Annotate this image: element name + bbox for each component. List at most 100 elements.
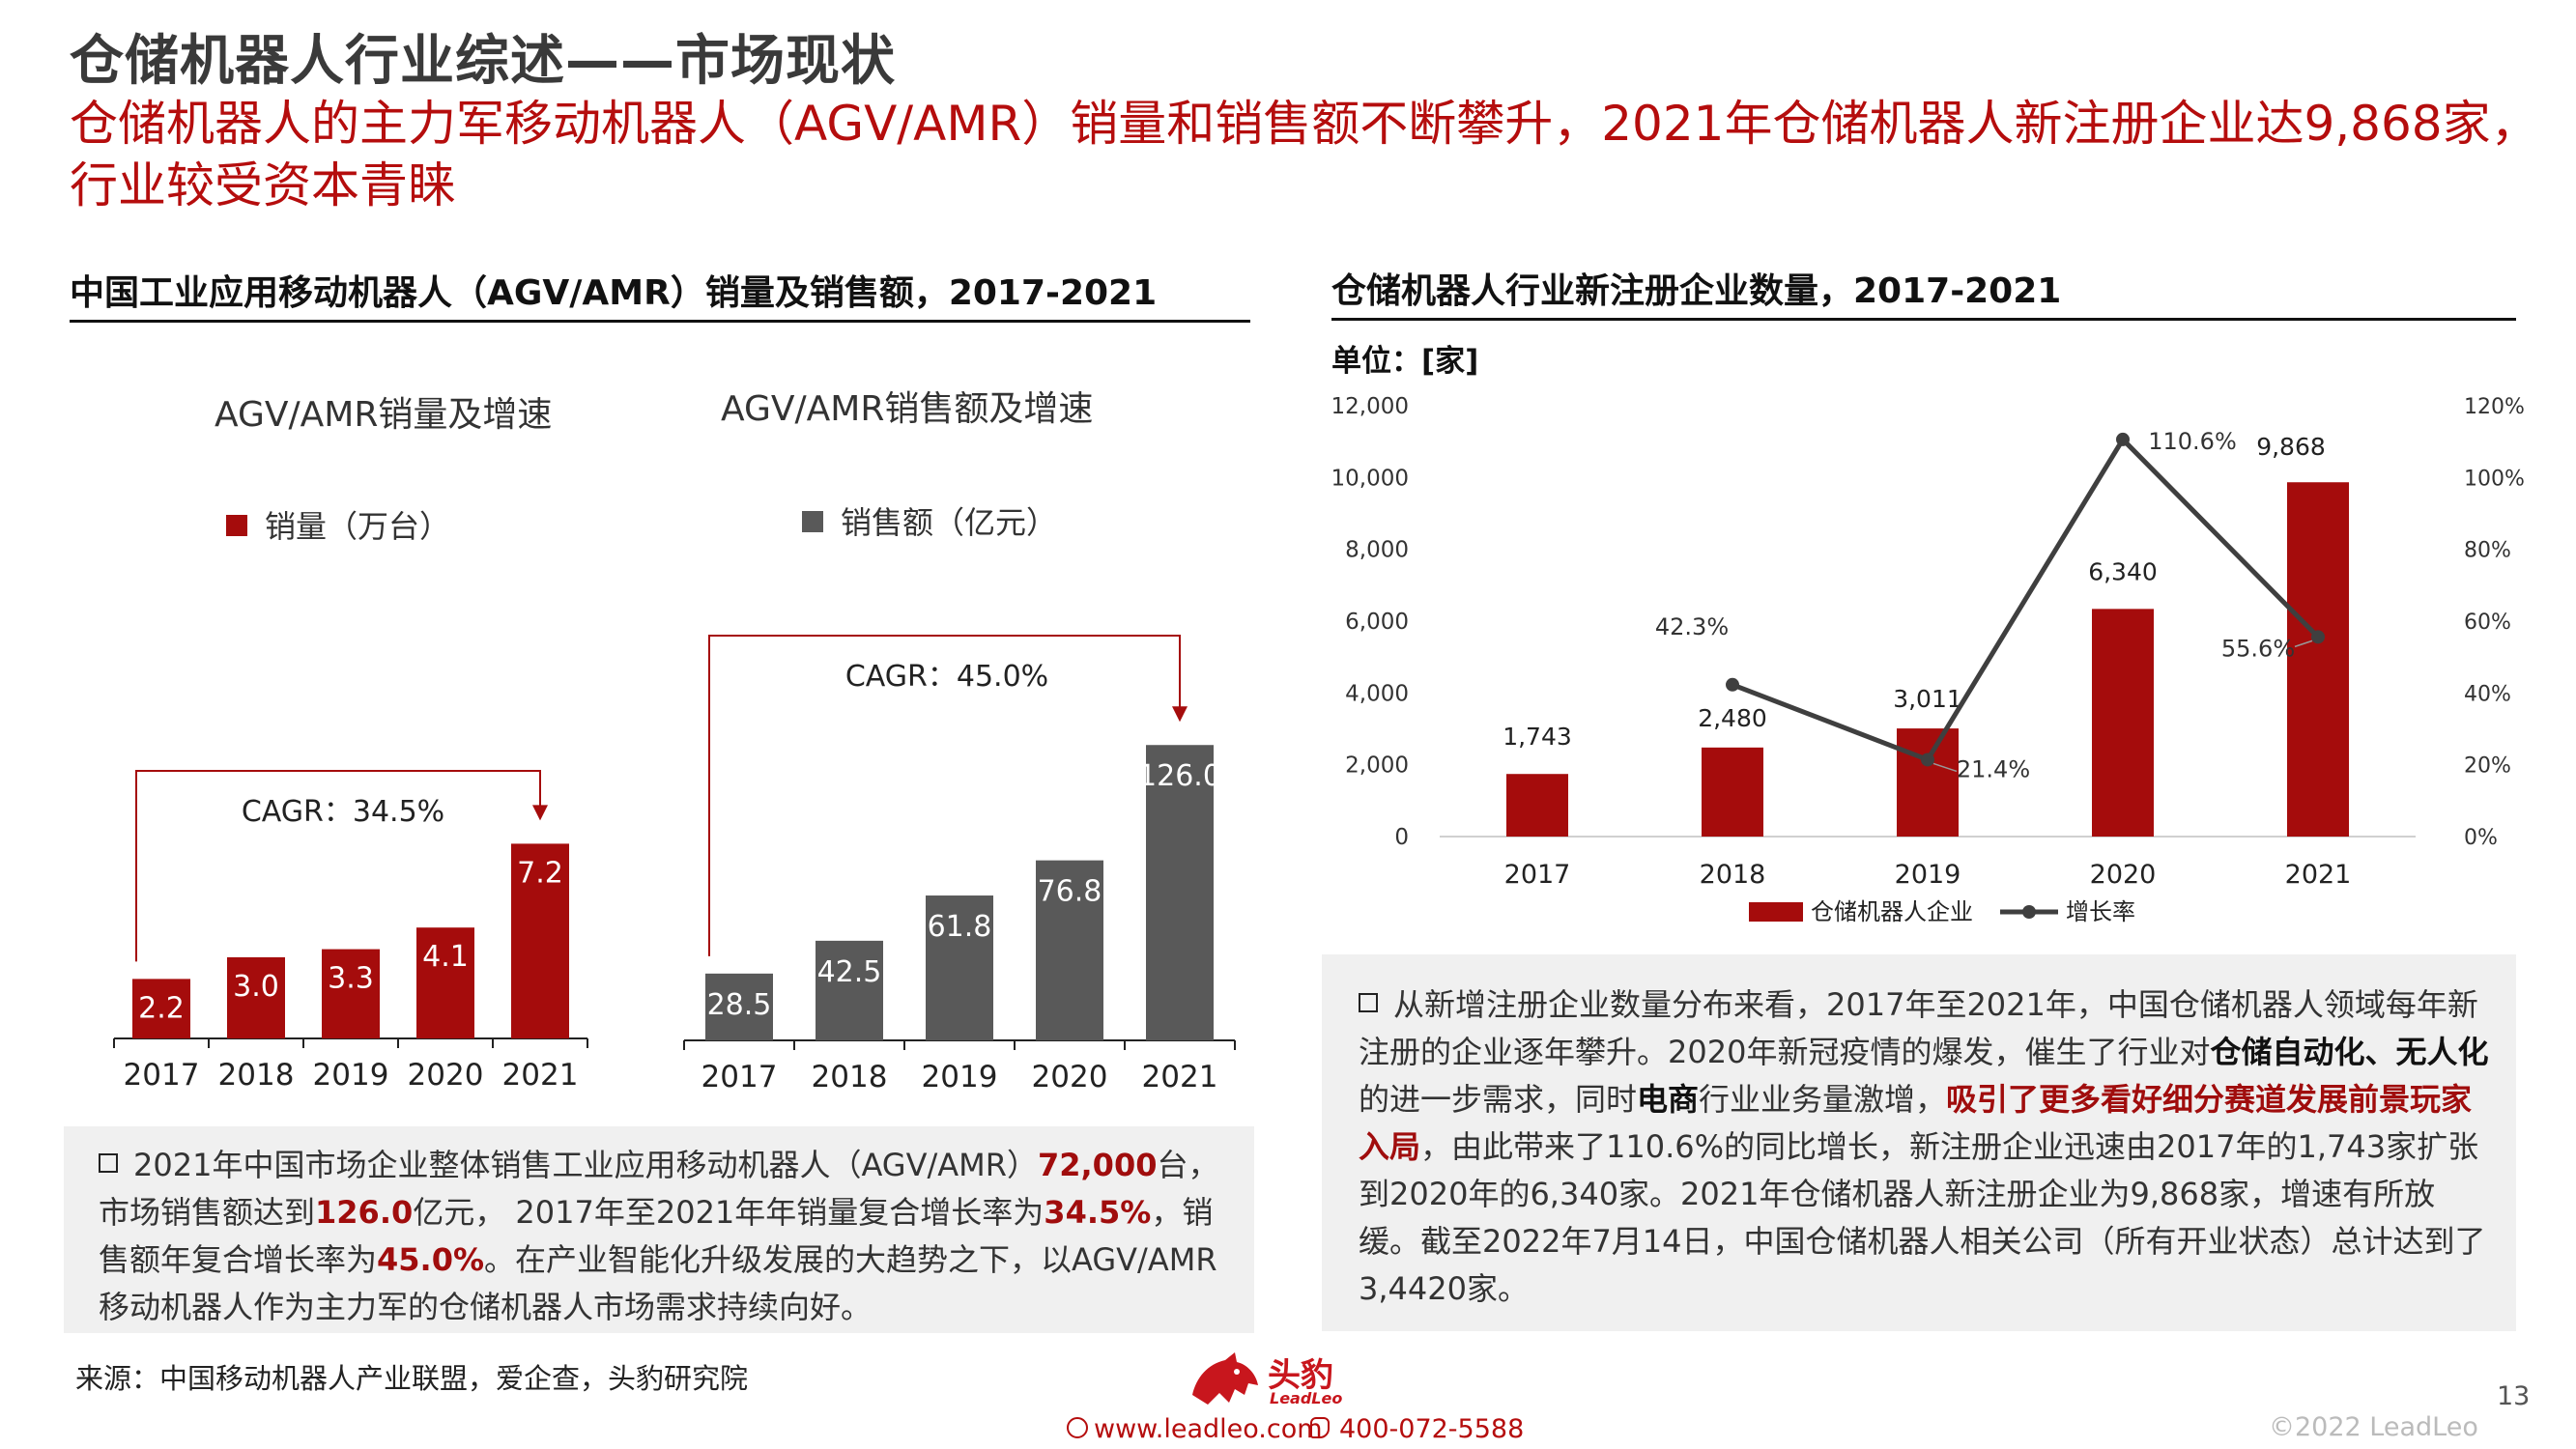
legend-bar-label: 仓储机器人企业 — [1811, 898, 1973, 925]
growth-line — [1732, 435, 2320, 763]
logo-cn-text: 头豹 — [1268, 1356, 1333, 1395]
footer-website-text: www.leadleo.com — [1094, 1414, 1323, 1444]
cagr-arrowhead — [1172, 706, 1188, 723]
chart1-title: AGV/AMR销量及增速 — [215, 395, 553, 435]
chart1-legend-swatch — [226, 515, 247, 536]
right-summary-segment: 从新增注册企业数量分布来看，2017年至2021年，中国仓储机器人领域每年新注册… — [1359, 986, 2478, 1070]
left-summary-segment: 126.0 — [315, 1194, 414, 1231]
legend-bar-swatch — [1749, 902, 1803, 922]
bar — [1036, 860, 1103, 1040]
x-tick-label: 2018 — [1700, 860, 1766, 890]
bar — [2287, 482, 2349, 837]
source-note: 来源：中国移动机器人产业联盟，爱企查，头豹研究院 — [75, 1362, 749, 1395]
right-section-heading: 仓储机器人行业新注册企业数量，2017-2021 — [1331, 271, 2062, 311]
bar — [816, 940, 883, 1040]
chart2-title: AGV/AMR销售额及增速 — [721, 389, 1094, 429]
right-axis-tick-label: 20% — [2464, 754, 2511, 779]
left-axis-tick-label: 6,000 — [1345, 610, 1409, 635]
x-tick-label: 2017 — [124, 1058, 200, 1093]
leader-line — [2294, 639, 2313, 648]
x-tick-label: 2020 — [2090, 860, 2157, 890]
bar — [416, 927, 474, 1038]
left-axis-tick-label: 12,000 — [1333, 394, 1409, 419]
right-unit-label: 单位：[家] — [1331, 344, 1479, 379]
leader-line — [1932, 762, 1958, 773]
right-summary-segment: 吸引了更多看好细分赛道发展前景玩家入局 — [1359, 1081, 2473, 1165]
bar-data-label: 42.5 — [817, 955, 882, 989]
legend-line-label: 增长率 — [2066, 898, 2135, 925]
left-axis-tick-label: 8,000 — [1345, 538, 1409, 563]
right-section-rule — [1331, 318, 2516, 321]
cagr-label: CAGR：45.0% — [845, 660, 1048, 694]
right-summary-segment: ，由此带来了110.6%的同比增长，新注册企业迅速由2017年的1,743家扩张… — [1359, 1128, 2486, 1307]
bar-data-label: 9,868 — [2256, 433, 2326, 461]
bar — [1702, 747, 1763, 837]
right-axis-tick-label: 80% — [2464, 539, 2511, 563]
x-tick-label: 2018 — [218, 1058, 295, 1093]
x-tick-label: 2021 — [502, 1058, 579, 1093]
right-summary-segment: 的进一步需求，同时 — [1359, 1081, 1638, 1118]
bar — [705, 973, 773, 1040]
chart2-legend-label: 销售额（亿元） — [841, 504, 1058, 541]
page-subtitle: 仓储机器人的主力军移动机器人（AGV/AMR）销量和销售额不断攀升，2021年仓… — [70, 96, 2539, 213]
bar-data-label: 7.2 — [517, 856, 563, 890]
x-tick-label: 2020 — [408, 1058, 484, 1093]
cagr-bracket — [708, 635, 1181, 956]
left-axis-tick-label: 10,000 — [1333, 466, 1409, 491]
x-tick-label: 2019 — [313, 1058, 389, 1093]
bar-data-label: 2.2 — [138, 991, 185, 1025]
bar-data-label: 6,340 — [2088, 557, 2158, 585]
growth-point — [1726, 677, 1739, 692]
growth-data-label: 21.4% — [1957, 755, 2030, 782]
chart3-new-registered-companies: 0 2,000 4,000 6,000 8,000 10,000 12,000 0% 20% 40… — [1333, 394, 2525, 925]
bar — [511, 843, 569, 1038]
right-summary-box: 从新增注册企业数量分布来看，2017年至2021年，中国仓储机器人领域每年新注册… — [1322, 954, 2516, 1331]
left-summary-segment: ，销售额年复合增长率为 — [99, 1194, 1214, 1278]
bar-data-label: 1,743 — [1503, 723, 1572, 751]
left-summary-box: 2021年中国市场企业整体销售工业应用移动机器人（AGV/AMR）72,000台… — [64, 1126, 1254, 1333]
x-tick-label: 2019 — [922, 1060, 998, 1094]
bar-data-label: 3,011 — [1893, 685, 1962, 713]
bar-data-label: 3.3 — [328, 962, 374, 996]
footer-website[interactable]: www.leadleo.com — [1067, 1414, 1323, 1444]
x-tick-label: 2017 — [701, 1060, 778, 1094]
bar-data-label: 61.8 — [928, 910, 992, 944]
checkbox-bullet-icon — [1359, 993, 1378, 1012]
right-summary-text: 从新增注册企业数量分布来看，2017年至2021年，中国仓储机器人领域每年新注册… — [1359, 981, 2489, 1313]
left-summary-segment: 2021年中国市场企业整体销售工业应用移动机器人（AGV/AMR） — [133, 1147, 1038, 1183]
chart2-sales-revenue: 28.5 2017 42.5 2018 61.8 2019 76.8 2020 126.0 202… — [683, 635, 1236, 1094]
chart1-legend: 销量（万台） — [226, 502, 450, 547]
cagr-bracket — [135, 770, 541, 962]
legend-line-marker — [2022, 905, 2036, 919]
growth-data-label: 55.6% — [2221, 635, 2295, 662]
left-section-rule — [70, 320, 1250, 323]
left-axis-tick-label: 4,000 — [1345, 681, 1409, 706]
copyright: ©2022 LeadLeo — [2269, 1412, 2478, 1442]
cagr-arrowhead — [532, 805, 548, 821]
growth-data-label: 110.6% — [2148, 428, 2237, 455]
bar-data-label: 28.5 — [707, 988, 772, 1022]
x-tick-label: 2017 — [1504, 860, 1571, 890]
bar-data-label: 126.0 — [1138, 759, 1221, 793]
chart1-sales-volume: 2.2 2017 3.0 2018 3.3 2019 4.1 2020 7.2 2021 CAGR：… — [113, 770, 588, 1093]
growth-data-label: 42.3% — [1655, 613, 1729, 640]
bar — [1897, 728, 1959, 837]
right-axis-tick-label: 120% — [2464, 395, 2525, 419]
globe-icon — [1067, 1416, 1088, 1438]
right-axis-tick-label: 40% — [2464, 682, 2511, 706]
left-summary-segment: 亿元， 2017年至2021年年销量复合增长率为 — [413, 1194, 1045, 1231]
left-summary-segment: 。在产业智能化升级发展的大趋势之下，以AGV/AMR移动机器人作为主力军的仓储机… — [99, 1241, 1217, 1325]
right-axis-tick-label: 0% — [2464, 826, 2498, 850]
left-section-heading: 中国工业应用移动机器人（AGV/AMR）销量及销售额，2017-2021 — [70, 273, 1158, 313]
bar — [322, 949, 380, 1038]
footer-phone: 400-072-5588 — [1310, 1414, 1524, 1444]
bar-data-label: 3.0 — [233, 970, 279, 1004]
x-tick-label: 2021 — [1142, 1060, 1218, 1094]
x-tick-label: 2021 — [2285, 860, 2352, 890]
left-axis-tick-label: 2,000 — [1345, 753, 1409, 779]
leadleo-logo: 头豹 LeadLeo — [1187, 1349, 1380, 1410]
bar-data-label: 4.1 — [422, 940, 469, 974]
x-tick-label: 2018 — [812, 1060, 888, 1094]
checkbox-bullet-icon — [99, 1153, 118, 1173]
right-axis-tick-label: 100% — [2464, 467, 2525, 491]
